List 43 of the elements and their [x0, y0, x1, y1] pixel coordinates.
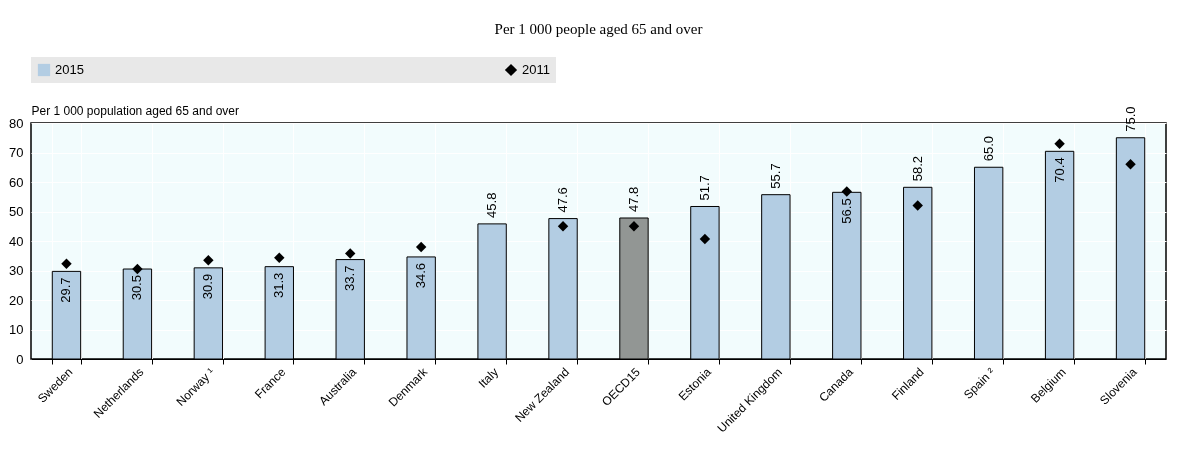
y-tick-label: 80 [9, 115, 24, 131]
point [841, 186, 853, 197]
data-label: 75.0 [1122, 106, 1138, 132]
data-label: 30.9 [200, 273, 216, 300]
point [628, 221, 640, 232]
y-tick-label: 30 [9, 263, 24, 278]
point [274, 252, 285, 264]
y-axis-title: Per 1 000 population aged 65 and over [31, 103, 239, 118]
point [203, 254, 214, 266]
data-label: 47.6 [555, 187, 571, 213]
point [699, 233, 711, 245]
y-tick-label: 60 [9, 174, 24, 190]
data-label: 29.7 [58, 277, 74, 303]
data-label: 33.7 [342, 265, 358, 291]
legend-label: 2015 [55, 62, 84, 77]
point [1125, 159, 1136, 170]
y-tick-label: 0 [16, 351, 24, 367]
point [557, 221, 569, 232]
data-label: 56.5 [838, 198, 854, 224]
y-tick-label: 70 [9, 145, 24, 160]
chart-title: Per 1 000 people aged 65 and over [494, 21, 703, 37]
data-label: 51.7 [696, 175, 712, 201]
data-label: 47.8 [625, 186, 641, 212]
point [344, 248, 356, 259]
legend-label: 2011 [522, 62, 550, 77]
data-label: 70.4 [1051, 157, 1067, 183]
point [61, 258, 72, 269]
point [912, 200, 923, 211]
data-label: 45.8 [484, 192, 500, 218]
point [1054, 138, 1065, 149]
data-label: 31.3 [271, 272, 287, 298]
data-label: 34.6 [413, 262, 429, 289]
data-label: 58.2 [909, 156, 925, 182]
y-tick-label: 50 [9, 204, 24, 219]
data-label: 30.5 [129, 275, 145, 301]
y-tick-label: 40 [9, 233, 24, 249]
y-tick-label: 20 [9, 292, 24, 308]
point [415, 241, 427, 253]
data-label: 55.7 [767, 163, 783, 189]
point [132, 263, 143, 275]
data-label: 65.0 [980, 135, 996, 162]
y-tick-label: 10 [9, 322, 24, 337]
x-tick-label: Italy [475, 365, 502, 391]
